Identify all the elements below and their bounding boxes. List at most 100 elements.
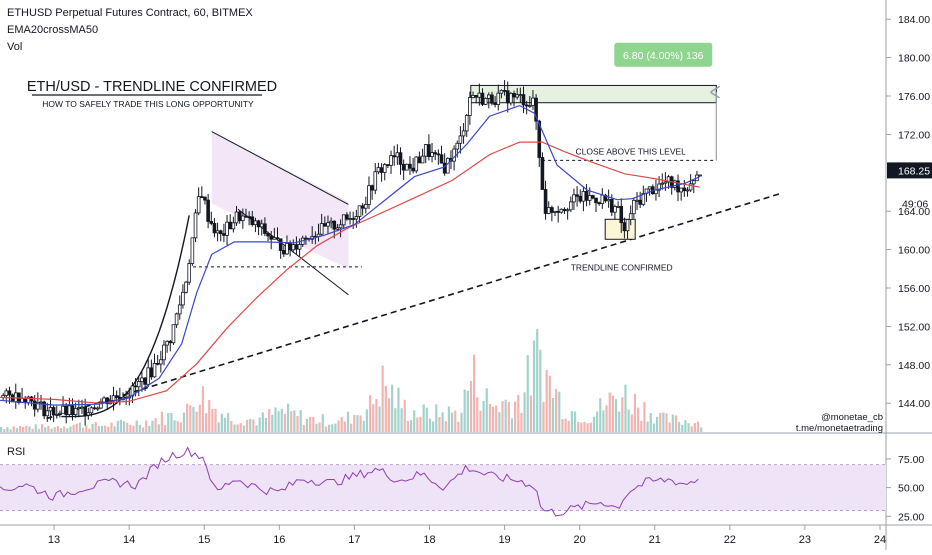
- candle: [682, 187, 687, 191]
- parabolic-curve: [61, 215, 190, 418]
- volume-bar: [59, 428, 63, 432]
- volume-bar: [561, 419, 564, 432]
- annotation-title: ETH/USD - TRENDLINE CONFIRMED: [27, 79, 277, 95]
- candle: [357, 205, 362, 217]
- volume-bar: [132, 425, 135, 432]
- volume-bar: [479, 410, 482, 432]
- candle: [294, 244, 299, 250]
- candle: [423, 144, 428, 157]
- volume-bar: [413, 410, 416, 432]
- candle: [534, 97, 538, 122]
- time-tick-label: 14: [123, 534, 135, 546]
- channel-upper-line: [211, 131, 349, 205]
- candle: [269, 235, 274, 240]
- volume-bar: [428, 418, 432, 432]
- candle: [613, 206, 617, 213]
- volume-bar: [305, 418, 309, 432]
- volume-bar: [163, 425, 167, 432]
- volume-bar: [605, 405, 608, 432]
- candle: [622, 222, 627, 232]
- candle: [376, 167, 381, 173]
- volume-bar: [649, 413, 652, 432]
- volume-bar: [432, 421, 435, 432]
- candle: [455, 142, 460, 150]
- volume-bar: [391, 384, 394, 432]
- candle: [628, 213, 633, 220]
- candle: [338, 224, 343, 229]
- volume-bar: [356, 415, 359, 432]
- candle: [584, 191, 589, 201]
- volume-bar: [394, 408, 397, 432]
- candle: [389, 155, 393, 166]
- candle: [51, 407, 56, 416]
- candle: [433, 152, 437, 155]
- candle: [439, 154, 444, 164]
- rsi-tick-label: 50.00: [898, 483, 924, 495]
- candle: [417, 156, 422, 164]
- candle: [606, 198, 611, 202]
- volume-label[interactable]: Vol: [7, 41, 23, 53]
- volume-bar: [290, 411, 293, 432]
- candle: [345, 214, 349, 220]
- volume-bar: [384, 385, 387, 432]
- candle: [360, 205, 365, 209]
- candle: [550, 207, 554, 213]
- candle: [155, 362, 160, 365]
- candle: [546, 207, 551, 214]
- candle: [657, 183, 661, 191]
- candle: [427, 144, 431, 157]
- candle: [635, 199, 639, 202]
- volume-bar: [375, 399, 378, 432]
- volume-bar: [334, 423, 337, 432]
- candle: [165, 340, 169, 346]
- volume-bar: [365, 409, 369, 432]
- volume-bar: [69, 426, 72, 432]
- volume-bar: [564, 418, 567, 432]
- volume-bar: [116, 420, 119, 432]
- candle: [130, 385, 135, 397]
- volume-bar: [104, 425, 107, 432]
- candle: [609, 198, 614, 213]
- candle: [39, 401, 43, 404]
- candle: [282, 250, 286, 255]
- volume-bar: [12, 426, 15, 432]
- volume-bar: [94, 422, 97, 432]
- candle: [174, 313, 179, 326]
- indicator-label[interactable]: EMA20crossMA50: [7, 24, 99, 36]
- volume-bar: [195, 411, 198, 432]
- volume-bar: [372, 404, 375, 432]
- time-tick-label: 15: [198, 534, 210, 546]
- volume-bar: [214, 408, 217, 432]
- candle: [275, 237, 280, 240]
- watermark-handle: @monetae_cb: [821, 412, 883, 423]
- candle: [594, 197, 598, 204]
- volume-bar: [44, 427, 47, 432]
- volume-bar: [687, 423, 690, 432]
- volume-bar: [91, 423, 94, 432]
- volume-bar: [693, 423, 696, 432]
- target-label: 6.80 (4.00%) 136: [623, 50, 704, 62]
- volume-bar: [148, 425, 151, 432]
- candle: [471, 95, 475, 98]
- candle: [285, 243, 289, 255]
- candle: [543, 189, 548, 214]
- volume-bar: [397, 387, 400, 432]
- candle: [61, 405, 65, 414]
- volume-bar: [242, 425, 246, 432]
- volume-bar: [66, 428, 69, 432]
- volume-bar: [211, 408, 214, 432]
- volume-bar: [504, 399, 507, 432]
- volume-bar: [315, 423, 318, 432]
- candle: [572, 194, 576, 203]
- candle: [4, 390, 9, 396]
- annotation-subtitle: HOW TO SAFELY TRADE THIS LONG OPPORTUNIT…: [42, 99, 254, 109]
- volume-bar: [350, 423, 353, 432]
- candle: [83, 406, 87, 416]
- candle: [382, 164, 387, 173]
- volume-bar: [469, 381, 473, 432]
- volume-bar: [182, 412, 186, 432]
- candle: [509, 93, 513, 104]
- volume-bar: [555, 389, 558, 432]
